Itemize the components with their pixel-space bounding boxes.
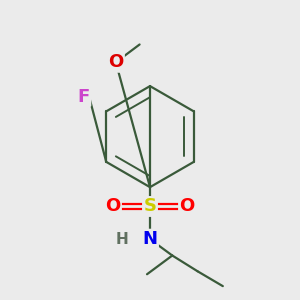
- Text: O: O: [105, 197, 121, 215]
- Text: F: F: [78, 88, 90, 106]
- Text: O: O: [179, 197, 195, 215]
- Text: N: N: [142, 230, 158, 248]
- Text: H: H: [116, 232, 128, 247]
- Text: O: O: [108, 53, 123, 71]
- Text: S: S: [143, 197, 157, 215]
